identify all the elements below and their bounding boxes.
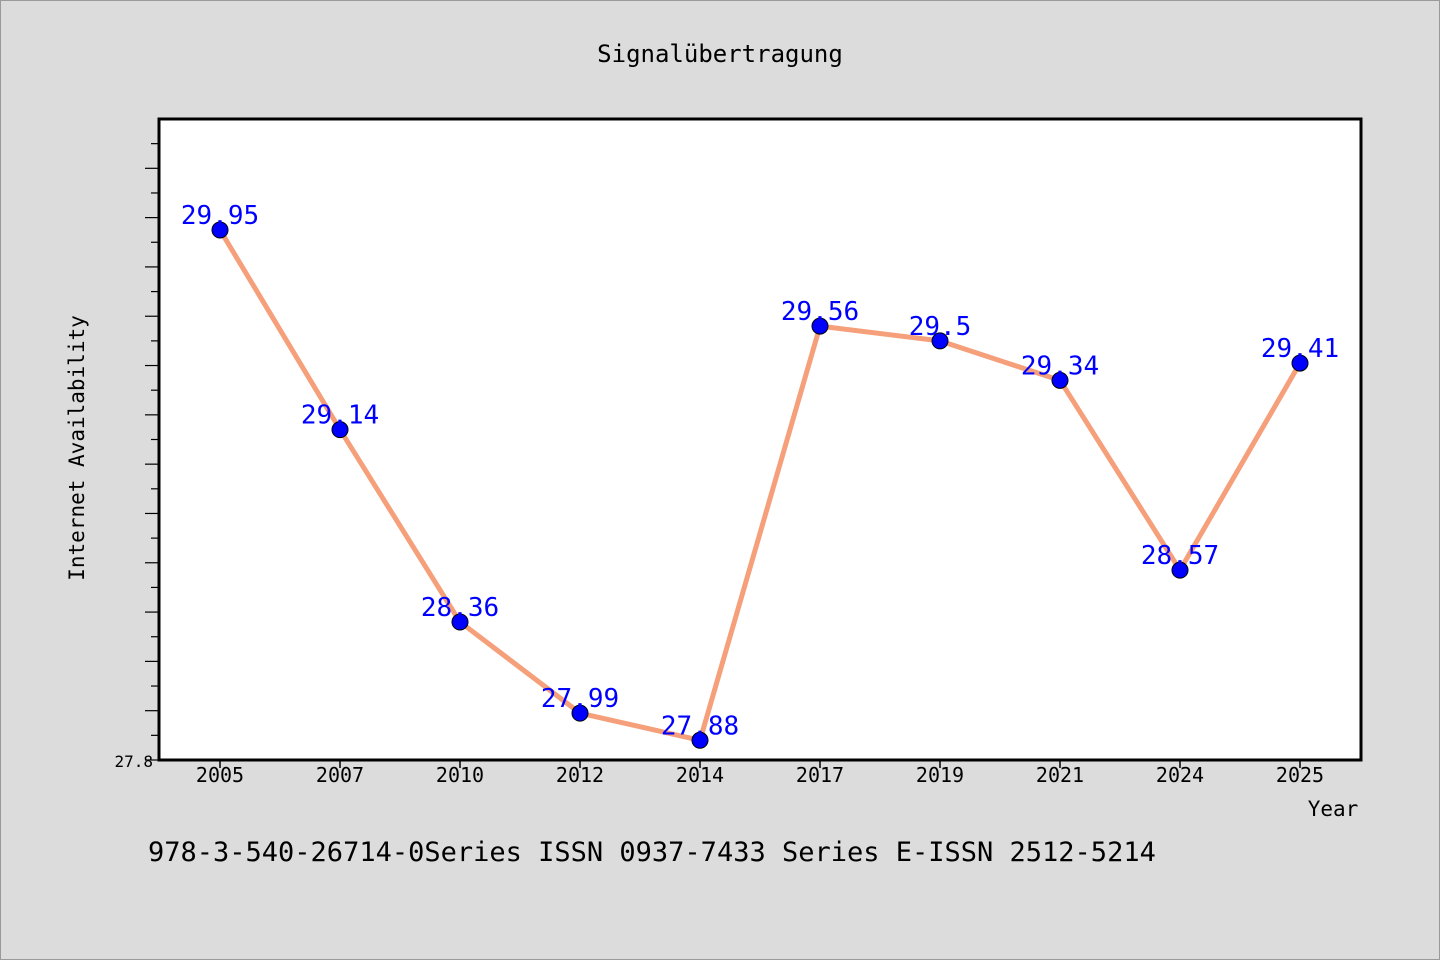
data-point [691, 731, 709, 749]
x-axis-ticks: 2005 2007 2010 2012 2014 2017 2019 2021 2024 2025 [196, 760, 1324, 787]
x-tick-label: 2014 [676, 763, 724, 787]
data-label: 28.57 [1141, 541, 1219, 571]
data-label: 29.14 [301, 401, 379, 431]
y-axis-title: Internet Availability [65, 315, 89, 581]
isbn-footer: 978-3-540-26714-0Series ISSN 0937-7433 S… [148, 837, 1156, 868]
data-point [1051, 371, 1069, 389]
y-axis-ticks [145, 143, 159, 761]
x-axis-title: Year [1308, 797, 1359, 821]
x-tick-label: 2024 [1156, 763, 1204, 787]
x-tick-label: 2010 [436, 763, 484, 787]
data-point [331, 421, 349, 439]
data-label: 27.88 [661, 711, 739, 741]
data-point [931, 332, 949, 350]
data-point [1291, 354, 1309, 372]
x-tick-label: 2019 [916, 763, 964, 787]
data-label: 29.5 [909, 312, 972, 342]
data-point [811, 317, 829, 335]
x-tick-label: 2025 [1276, 763, 1324, 787]
series-layer: 29.95 29.14 28.36 27.99 27.88 29.56 29.5 29.34 2… [181, 201, 1339, 749]
data-label: 28.36 [421, 593, 499, 623]
y-tick-label-min: 27.8 [114, 752, 153, 771]
data-point [571, 704, 589, 722]
x-tick-label: 2007 [316, 763, 364, 787]
data-point [211, 221, 229, 239]
x-tick-label: 2005 [196, 763, 244, 787]
data-label: 29.34 [1021, 351, 1099, 381]
data-label: 29.95 [181, 201, 259, 231]
data-label: 27.99 [541, 684, 619, 714]
data-label: 29.56 [781, 297, 859, 327]
plot-area [157, 117, 1363, 762]
chart-title: Signalübertragung [597, 40, 843, 68]
x-tick-label: 2021 [1036, 763, 1084, 787]
data-point [451, 613, 469, 631]
x-tick-label: 2012 [556, 763, 604, 787]
data-label: 29.41 [1261, 334, 1339, 364]
series-line [217, 227, 1303, 743]
data-point [1171, 561, 1189, 579]
x-tick-label: 2017 [796, 763, 844, 787]
